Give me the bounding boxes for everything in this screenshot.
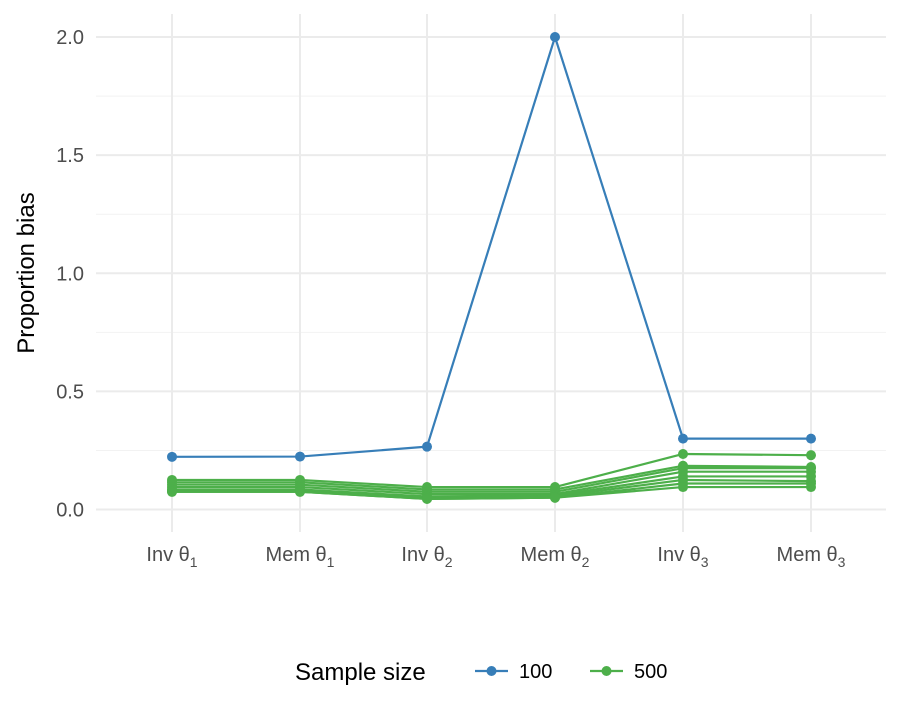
legend-key-100 [475,666,508,676]
x-tick-label: Mem θ3 [777,544,846,570]
x-tick-label: Inv θ1 [146,544,197,570]
series-line-500 [172,464,812,491]
data-point-100 [678,433,688,444]
legend: Sample size 100 500 [295,659,667,686]
x-tick-label: Mem θ2 [521,544,590,570]
minor-gridlines [96,95,886,451]
x-tick-label: Mem θ1 [266,544,335,570]
y-tick-label: 0.0 [56,500,84,522]
series-lines [171,35,812,500]
legend-label-100: 100 [519,661,552,683]
data-point-500 [550,492,560,503]
data-point-100 [422,441,432,452]
y-tick-label: 1.0 [56,263,84,285]
data-point-100 [550,32,560,42]
y-tick-label: 2.0 [56,27,84,49]
series-line-500 [172,452,812,489]
data-point-500 [806,482,816,493]
data-point-100 [295,451,305,462]
series-line-500 [172,475,811,498]
data-point-500 [167,486,177,497]
x-axis-ticks: Inv θ1 Mem θ1 Inv θ2 Mem θ2 Inv θ3 Mem θ3 [146,544,845,570]
data-point-500 [806,450,816,461]
y-axis-ticks: 0.0 0.5 1.0 1.5 2.0 [56,27,84,522]
series-line-100 [171,35,811,458]
y-axis-title: Proportion bias [13,192,40,353]
data-point-500 [295,486,305,497]
data-point-500 [678,448,688,459]
series-line-500 [172,485,811,500]
legend-key-500 [590,666,623,676]
y-tick-label: 1.5 [56,145,84,167]
data-point-500 [678,482,688,493]
data-point-100 [806,433,816,444]
x-tick-label: Inv θ2 [401,544,452,570]
x-tick-label: Inv θ3 [657,544,708,570]
major-gridlines [96,14,886,532]
series-points [167,32,816,504]
legend-title: Sample size [295,659,426,686]
data-point-100 [167,451,177,462]
series-line-500 [172,467,811,493]
series-line-500 [172,470,811,496]
series-line-500 [172,478,812,499]
data-point-500 [422,493,432,504]
y-tick-label: 0.5 [56,381,84,403]
legend-label-500: 500 [634,661,667,683]
